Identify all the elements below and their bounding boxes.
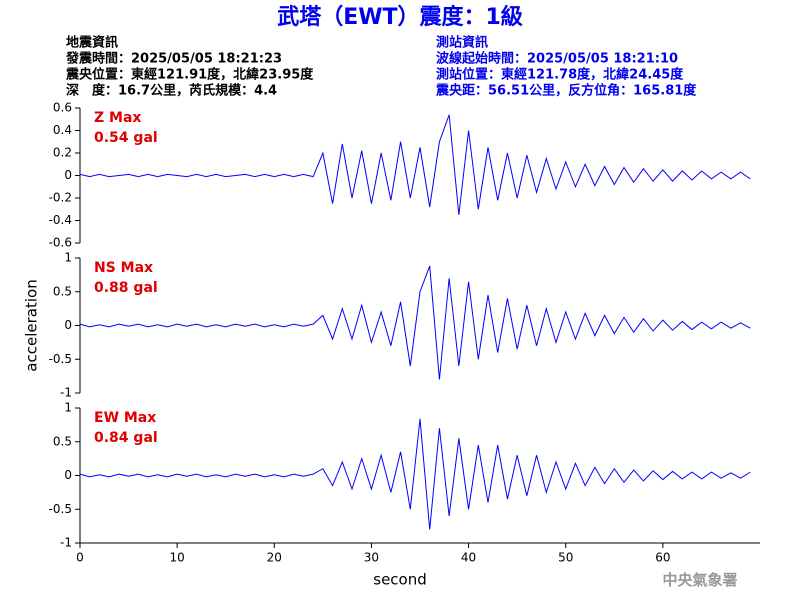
component-label: NS Max [94, 260, 153, 276]
info-line: 測站位置：東經121.78度，北緯24.45度 [436, 67, 684, 83]
x-tick-label: 0 [76, 551, 84, 565]
y-tick-label: 0 [64, 168, 72, 182]
info-line: 深 度：16.7公里，芮氏規模：4.4 [66, 83, 277, 99]
y-tick-label: -0.6 [49, 236, 72, 250]
y-tick-label: -0.2 [49, 191, 72, 205]
y-tick-label: -0.4 [49, 213, 72, 227]
x-tick-label: 40 [461, 551, 476, 565]
info-line: 震央位置：東經121.91度，北緯23.95度 [65, 67, 314, 83]
max-label: 0.54 gal [94, 130, 158, 146]
y-tick-label: 1 [64, 401, 72, 415]
info-line: 波線起始時間：2025/05/05 18:21:10 [436, 51, 678, 67]
y-tick-label: 0.4 [53, 123, 72, 137]
x-tick-label: 60 [655, 551, 670, 565]
x-tick-label: 50 [558, 551, 573, 565]
info-line: 地震資訊 [66, 35, 118, 51]
y-tick-label: 0.5 [53, 284, 72, 298]
y-tick-label: 0.5 [53, 434, 72, 448]
y-tick-label: 0 [64, 318, 72, 332]
x-axis-label: second [373, 571, 427, 589]
y-axis-label: acceleration [23, 279, 41, 371]
y-tick-label: -0.5 [49, 502, 72, 516]
agency-watermark: 中央氣象署 [662, 571, 737, 589]
y-tick-label: -1 [60, 386, 72, 400]
x-tick-label: 10 [170, 551, 185, 565]
x-tick-label: 20 [267, 551, 282, 565]
info-line: 測站資訊 [436, 35, 488, 51]
component-label: EW Max [94, 410, 156, 426]
max-label: 0.84 gal [94, 430, 158, 446]
y-tick-label: -1 [60, 536, 72, 550]
y-tick-label: -0.5 [49, 352, 72, 366]
waveform [79, 418, 751, 530]
component-label: Z Max [94, 110, 141, 126]
waveform [79, 114, 751, 215]
y-tick-label: 0.6 [53, 101, 72, 115]
chart-title: 武塔（EWT）震度：1級 [277, 4, 523, 30]
info-line: 發震時間：2025/05/05 18:21:23 [65, 51, 282, 67]
max-label: 0.88 gal [94, 280, 158, 296]
y-tick-label: 0 [64, 468, 72, 482]
waveform [79, 265, 751, 380]
info-line: 震央距：56.51公里，反方位角：165.81度 [435, 83, 697, 99]
y-tick-label: 1 [64, 251, 72, 265]
x-tick-label: 30 [364, 551, 379, 565]
y-tick-label: 0.2 [53, 146, 72, 160]
